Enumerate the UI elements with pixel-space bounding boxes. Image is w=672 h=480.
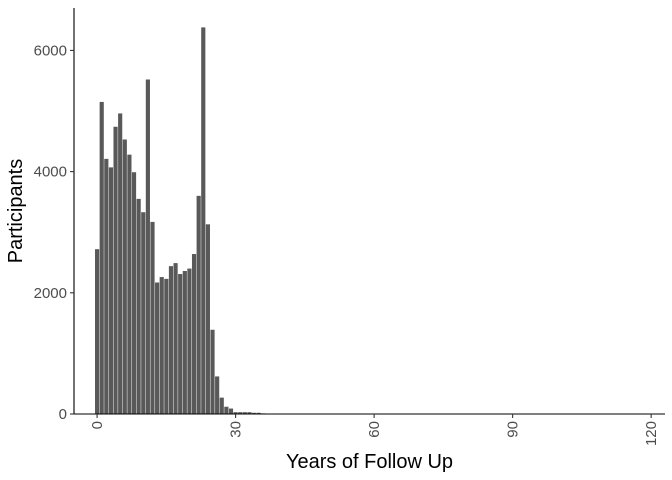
bar-year-15 <box>164 278 169 414</box>
bar-year-27 <box>219 397 224 414</box>
x-axis-title: Years of Follow Up <box>286 451 453 473</box>
x-tick-label: 120 <box>643 421 660 446</box>
y-tick-label: 0 <box>59 406 67 423</box>
bar-year-18 <box>178 274 183 414</box>
bar-year-8 <box>131 172 137 414</box>
bar-year-16 <box>168 266 174 414</box>
bar-year-4 <box>113 126 118 415</box>
bar-year-7 <box>127 154 132 414</box>
x-axis-ticks: 0 30 60 90 120 <box>89 414 660 446</box>
bar-year-35 <box>256 412 261 414</box>
bar-year-2 <box>104 158 109 414</box>
bar-year-21 <box>191 254 197 414</box>
bar-year-28 <box>224 406 229 414</box>
bar-year-17 <box>173 263 178 414</box>
x-tick-label: 0 <box>89 421 106 429</box>
bar-year-23 <box>201 27 206 414</box>
x-tick-label: 30 <box>228 421 245 438</box>
y-axis-ticks: 0 2000 4000 6000 <box>34 42 74 423</box>
x-tick-label: 60 <box>366 421 383 438</box>
bar-year-19 <box>182 270 187 414</box>
bar-year-6 <box>122 139 127 414</box>
bar-year-1 <box>99 101 104 415</box>
bar-year-31 <box>238 412 243 414</box>
bar-year-5 <box>118 113 123 414</box>
bar-year-22 <box>196 195 201 414</box>
bar-year-14 <box>159 277 164 414</box>
bar-year-29 <box>228 408 234 414</box>
bar-year-10 <box>141 212 146 414</box>
bar-year-32 <box>242 412 247 414</box>
bar-year-0 <box>95 249 100 414</box>
y-tick-label: 6000 <box>34 42 67 59</box>
x-tick-label: 90 <box>505 421 522 438</box>
bar-year-26 <box>215 376 220 414</box>
y-tick-label: 2000 <box>34 285 67 302</box>
bar-year-20 <box>187 268 192 414</box>
bar-year-9 <box>136 198 141 414</box>
bar-year-24 <box>205 224 210 414</box>
bar-year-33 <box>247 412 252 414</box>
bar-year-12 <box>150 221 155 414</box>
bar-year-30 <box>233 412 238 414</box>
bar-year-34 <box>251 412 257 414</box>
bar-year-13 <box>155 282 160 414</box>
y-axis-title: Participants <box>5 159 27 264</box>
bar-year-11 <box>145 79 150 414</box>
y-tick-label: 4000 <box>34 164 67 181</box>
bar-year-25 <box>210 329 215 414</box>
bar-year-3 <box>108 167 114 414</box>
bars-group <box>95 27 266 415</box>
